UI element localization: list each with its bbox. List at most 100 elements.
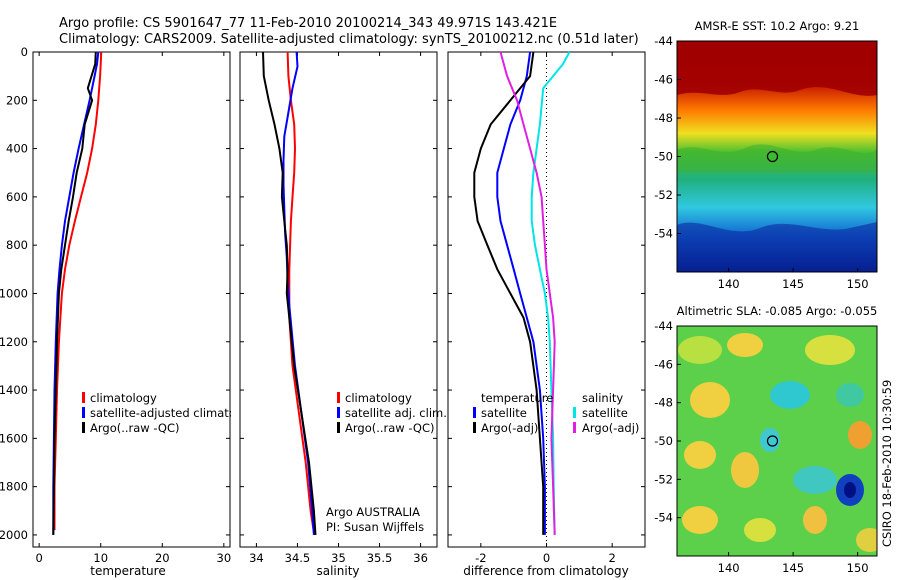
y-tick-label: 0 — [21, 45, 28, 59]
sla-blob — [744, 518, 776, 542]
sla-map-title: Altimetric SLA: -0.085 Argo: -0.055 — [677, 304, 878, 318]
sst-map-title: AMSR-E SST: 10.2 Argo: 9.21 — [695, 19, 860, 33]
legend-swatch — [337, 422, 340, 433]
y-tick-label: 400 — [6, 142, 28, 156]
sla-blob — [690, 382, 730, 418]
argo-location-marker — [766, 435, 779, 447]
legend-satellite-adjusted: satellite-adjusted climatology — [90, 406, 260, 420]
y-tick-label: -52 — [654, 188, 673, 202]
x-tick-label: 2 — [609, 551, 616, 565]
difference-ticks: -2 0 2 — [448, 51, 645, 565]
csiro-timestamp: CSIRO 18-Feb-2010 10:30:59 — [880, 380, 894, 547]
sla-field — [677, 326, 877, 556]
warm-band — [677, 41, 877, 96]
y-tick-label: -48 — [654, 111, 673, 125]
figure-title-line2: Climatology: CARS2009. Satellite-adjuste… — [59, 32, 639, 47]
legend-argo: Argo(..raw -QC) — [90, 421, 180, 435]
series-line — [262, 51, 317, 535]
y-tick-label: 800 — [6, 238, 28, 252]
salinity-xlabel: salinity — [316, 564, 359, 578]
y-tick-label: 1600 — [0, 431, 28, 445]
y-tick-label: -50 — [654, 150, 673, 164]
argo-program-annotation: Argo AUSTRALIA — [326, 505, 420, 519]
series-line — [53, 51, 103, 531]
temperature-panel: 0 10 20 30 0 200 400 600 800 1000 1200 1400 1600 1800… — [0, 45, 260, 578]
sst-map-panel: AMSR-E SST: 10.2 Argo: 9.21 140 145 150 -44… — [654, 19, 878, 291]
series-line — [499, 51, 556, 535]
y-tick-label: -54 — [654, 227, 673, 241]
x-tick-label: 140 — [718, 561, 740, 575]
pi-annotation: PI: Susan Wijffels — [326, 520, 424, 534]
temperature-xlabel: temperature — [90, 564, 165, 578]
legend-climatology: climatology — [345, 391, 412, 405]
x-tick-label: 145 — [782, 277, 804, 291]
legend-swatch — [337, 407, 340, 418]
legend-salinity-heading: salinity — [582, 391, 623, 405]
legend-swatch — [473, 407, 476, 418]
legend-temperature-heading: temperature — [481, 391, 553, 405]
sla-blob — [793, 466, 837, 494]
x-tick-label: 35.5 — [367, 551, 393, 565]
legend-temp-argo: Argo(-adj) — [481, 421, 538, 435]
salinity-ticks: 34 34.5 35 35.5 36 — [240, 51, 437, 565]
temperature-lines — [52, 51, 103, 535]
x-tick-label: 140 — [718, 277, 740, 291]
x-tick-label: 150 — [847, 561, 869, 575]
sla-blob — [805, 335, 855, 365]
x-tick-label: 20 — [155, 551, 170, 565]
series-line — [52, 51, 97, 535]
difference-panel: -2 0 2 difference from climatology tempera… — [447, 51, 646, 578]
legend-swatch — [337, 392, 340, 403]
y-tick-label: -52 — [654, 472, 673, 486]
sla-blob — [844, 482, 856, 498]
difference-legend: temperature satellite Argo(-adj) salinit… — [473, 391, 639, 435]
y-tick-label: 1800 — [0, 480, 28, 494]
argo-location-marker — [766, 150, 779, 163]
legend-overflow-mask — [231, 380, 239, 440]
y-tick-label: 1000 — [0, 286, 28, 300]
x-tick-label: 150 — [847, 277, 869, 291]
sla-blob — [731, 452, 759, 488]
y-tick-label: -54 — [654, 511, 673, 525]
sla-blob — [678, 336, 722, 364]
sla-blob — [848, 421, 872, 449]
temperature-ticks: 0 10 20 30 0 200 400 600 800 1000 1200 1400 1600 1800… — [0, 45, 231, 565]
legend-climatology: climatology — [90, 391, 157, 405]
y-tick-label: -50 — [654, 434, 673, 448]
sst-ticks: 140 145 150 -44 -46 -48 -50 -52 -54 — [654, 34, 868, 291]
x-tick-label: 145 — [782, 561, 804, 575]
x-tick-label: 36 — [413, 551, 428, 565]
temperature-legend: climatology satellite-adjusted climatolo… — [82, 391, 260, 435]
sla-blob — [803, 506, 827, 534]
legend-swatch — [473, 422, 476, 433]
y-tick-label: 1200 — [0, 335, 28, 349]
difference-xlabel: difference from climatology — [463, 564, 629, 578]
x-tick-label: 0 — [35, 551, 42, 565]
legend-argo: Argo(..raw -QC) — [345, 421, 435, 435]
y-tick-label: -46 — [654, 357, 673, 371]
sla-map-panel: Altimetric SLA: -0.085 Argo: -0.055 140 1… — [654, 304, 878, 575]
legend-sal-argo: Argo(-adj) — [582, 421, 639, 435]
salinity-axes — [239, 51, 438, 548]
legend-swatch — [573, 407, 576, 418]
legend-sal-satellite: satellite — [582, 406, 628, 420]
salinity-legend: climatology satellite adj. clim. Argo(..… — [337, 391, 447, 435]
legend-swatch — [82, 392, 85, 403]
temperature-axes — [32, 51, 231, 548]
series-line — [52, 51, 100, 535]
y-tick-label: 1400 — [0, 383, 28, 397]
series-line — [473, 51, 545, 535]
salinity-panel: 34 34.5 35 35.5 36 salinity climatology sate… — [239, 51, 447, 578]
sla-ticks: 140 145 150 -44 -46 -48 -50 -52 -54 — [654, 319, 868, 575]
series-line — [286, 51, 315, 533]
series-line — [496, 51, 546, 535]
y-tick-label: 600 — [6, 190, 28, 204]
sla-blob — [856, 528, 877, 552]
salinity-lines — [262, 51, 317, 535]
y-tick-label: 200 — [6, 93, 28, 107]
x-tick-label: 30 — [217, 551, 232, 565]
x-tick-label: 34 — [249, 551, 264, 565]
x-tick-label: 34.5 — [285, 551, 311, 565]
sla-blob — [727, 333, 763, 357]
